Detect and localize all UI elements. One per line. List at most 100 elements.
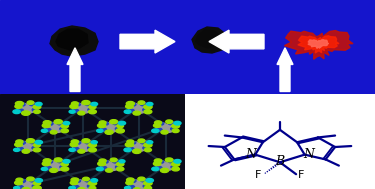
Circle shape [54, 120, 62, 124]
Circle shape [15, 181, 22, 185]
Circle shape [129, 180, 139, 185]
Circle shape [89, 186, 96, 189]
Circle shape [141, 179, 146, 182]
Circle shape [156, 128, 162, 131]
Circle shape [23, 105, 33, 110]
Circle shape [128, 109, 134, 112]
Circle shape [19, 179, 26, 183]
Circle shape [79, 182, 87, 186]
Circle shape [88, 181, 97, 185]
Circle shape [73, 183, 82, 187]
Circle shape [143, 146, 149, 150]
Circle shape [91, 102, 98, 106]
FancyArrow shape [67, 48, 83, 91]
Circle shape [41, 129, 48, 132]
Circle shape [51, 125, 60, 129]
Circle shape [88, 110, 96, 114]
Circle shape [18, 186, 23, 189]
Circle shape [133, 149, 141, 153]
Circle shape [130, 141, 136, 144]
Circle shape [85, 103, 93, 108]
Circle shape [88, 143, 96, 147]
Circle shape [158, 123, 166, 127]
Circle shape [54, 158, 62, 162]
Circle shape [33, 148, 41, 152]
Circle shape [73, 144, 82, 149]
Circle shape [75, 103, 80, 106]
Circle shape [52, 165, 62, 171]
Circle shape [88, 108, 93, 111]
Circle shape [144, 143, 152, 147]
Circle shape [91, 179, 98, 182]
Circle shape [158, 160, 164, 163]
Circle shape [45, 164, 54, 168]
Circle shape [129, 142, 139, 147]
Circle shape [69, 148, 75, 151]
Circle shape [112, 122, 122, 127]
Circle shape [17, 109, 24, 112]
Circle shape [138, 139, 145, 143]
Circle shape [153, 162, 161, 166]
Circle shape [80, 146, 90, 151]
Circle shape [33, 186, 41, 189]
Circle shape [16, 140, 23, 144]
Circle shape [98, 162, 106, 166]
Circle shape [172, 167, 179, 171]
Circle shape [144, 105, 152, 109]
Circle shape [78, 149, 85, 153]
Circle shape [156, 164, 166, 169]
Circle shape [129, 107, 137, 111]
Circle shape [105, 130, 113, 134]
Text: F: F [298, 170, 304, 180]
Circle shape [22, 149, 30, 153]
Circle shape [106, 169, 112, 172]
Circle shape [29, 141, 38, 146]
Circle shape [19, 141, 25, 144]
Circle shape [50, 168, 58, 172]
Circle shape [46, 122, 56, 128]
Circle shape [133, 111, 141, 115]
Circle shape [61, 129, 68, 133]
Circle shape [107, 163, 115, 167]
Circle shape [63, 160, 70, 163]
Circle shape [98, 123, 106, 128]
Polygon shape [285, 31, 353, 59]
Circle shape [26, 147, 34, 151]
Circle shape [116, 162, 124, 166]
Circle shape [112, 160, 121, 165]
Circle shape [109, 128, 117, 132]
Circle shape [22, 187, 30, 189]
Circle shape [63, 122, 70, 125]
Circle shape [126, 181, 133, 185]
Circle shape [60, 166, 66, 169]
Circle shape [15, 101, 24, 106]
Circle shape [152, 129, 159, 133]
Circle shape [85, 179, 91, 182]
Circle shape [22, 111, 30, 115]
Circle shape [89, 105, 96, 109]
Circle shape [13, 148, 20, 151]
Circle shape [33, 181, 40, 185]
Circle shape [144, 110, 152, 114]
Circle shape [75, 141, 81, 144]
Circle shape [117, 124, 123, 128]
Circle shape [126, 105, 133, 108]
Circle shape [82, 139, 90, 143]
Circle shape [134, 106, 143, 110]
Circle shape [73, 147, 79, 150]
Circle shape [168, 122, 174, 125]
Circle shape [45, 125, 55, 130]
Polygon shape [56, 29, 88, 50]
Circle shape [171, 166, 177, 169]
Circle shape [35, 179, 42, 182]
Circle shape [124, 187, 130, 189]
Circle shape [106, 125, 116, 129]
Circle shape [146, 178, 153, 182]
Circle shape [116, 166, 121, 169]
Circle shape [74, 142, 83, 147]
Circle shape [16, 178, 23, 182]
FancyArrow shape [277, 48, 293, 91]
Circle shape [56, 160, 66, 165]
Circle shape [172, 124, 180, 128]
Circle shape [136, 108, 145, 113]
